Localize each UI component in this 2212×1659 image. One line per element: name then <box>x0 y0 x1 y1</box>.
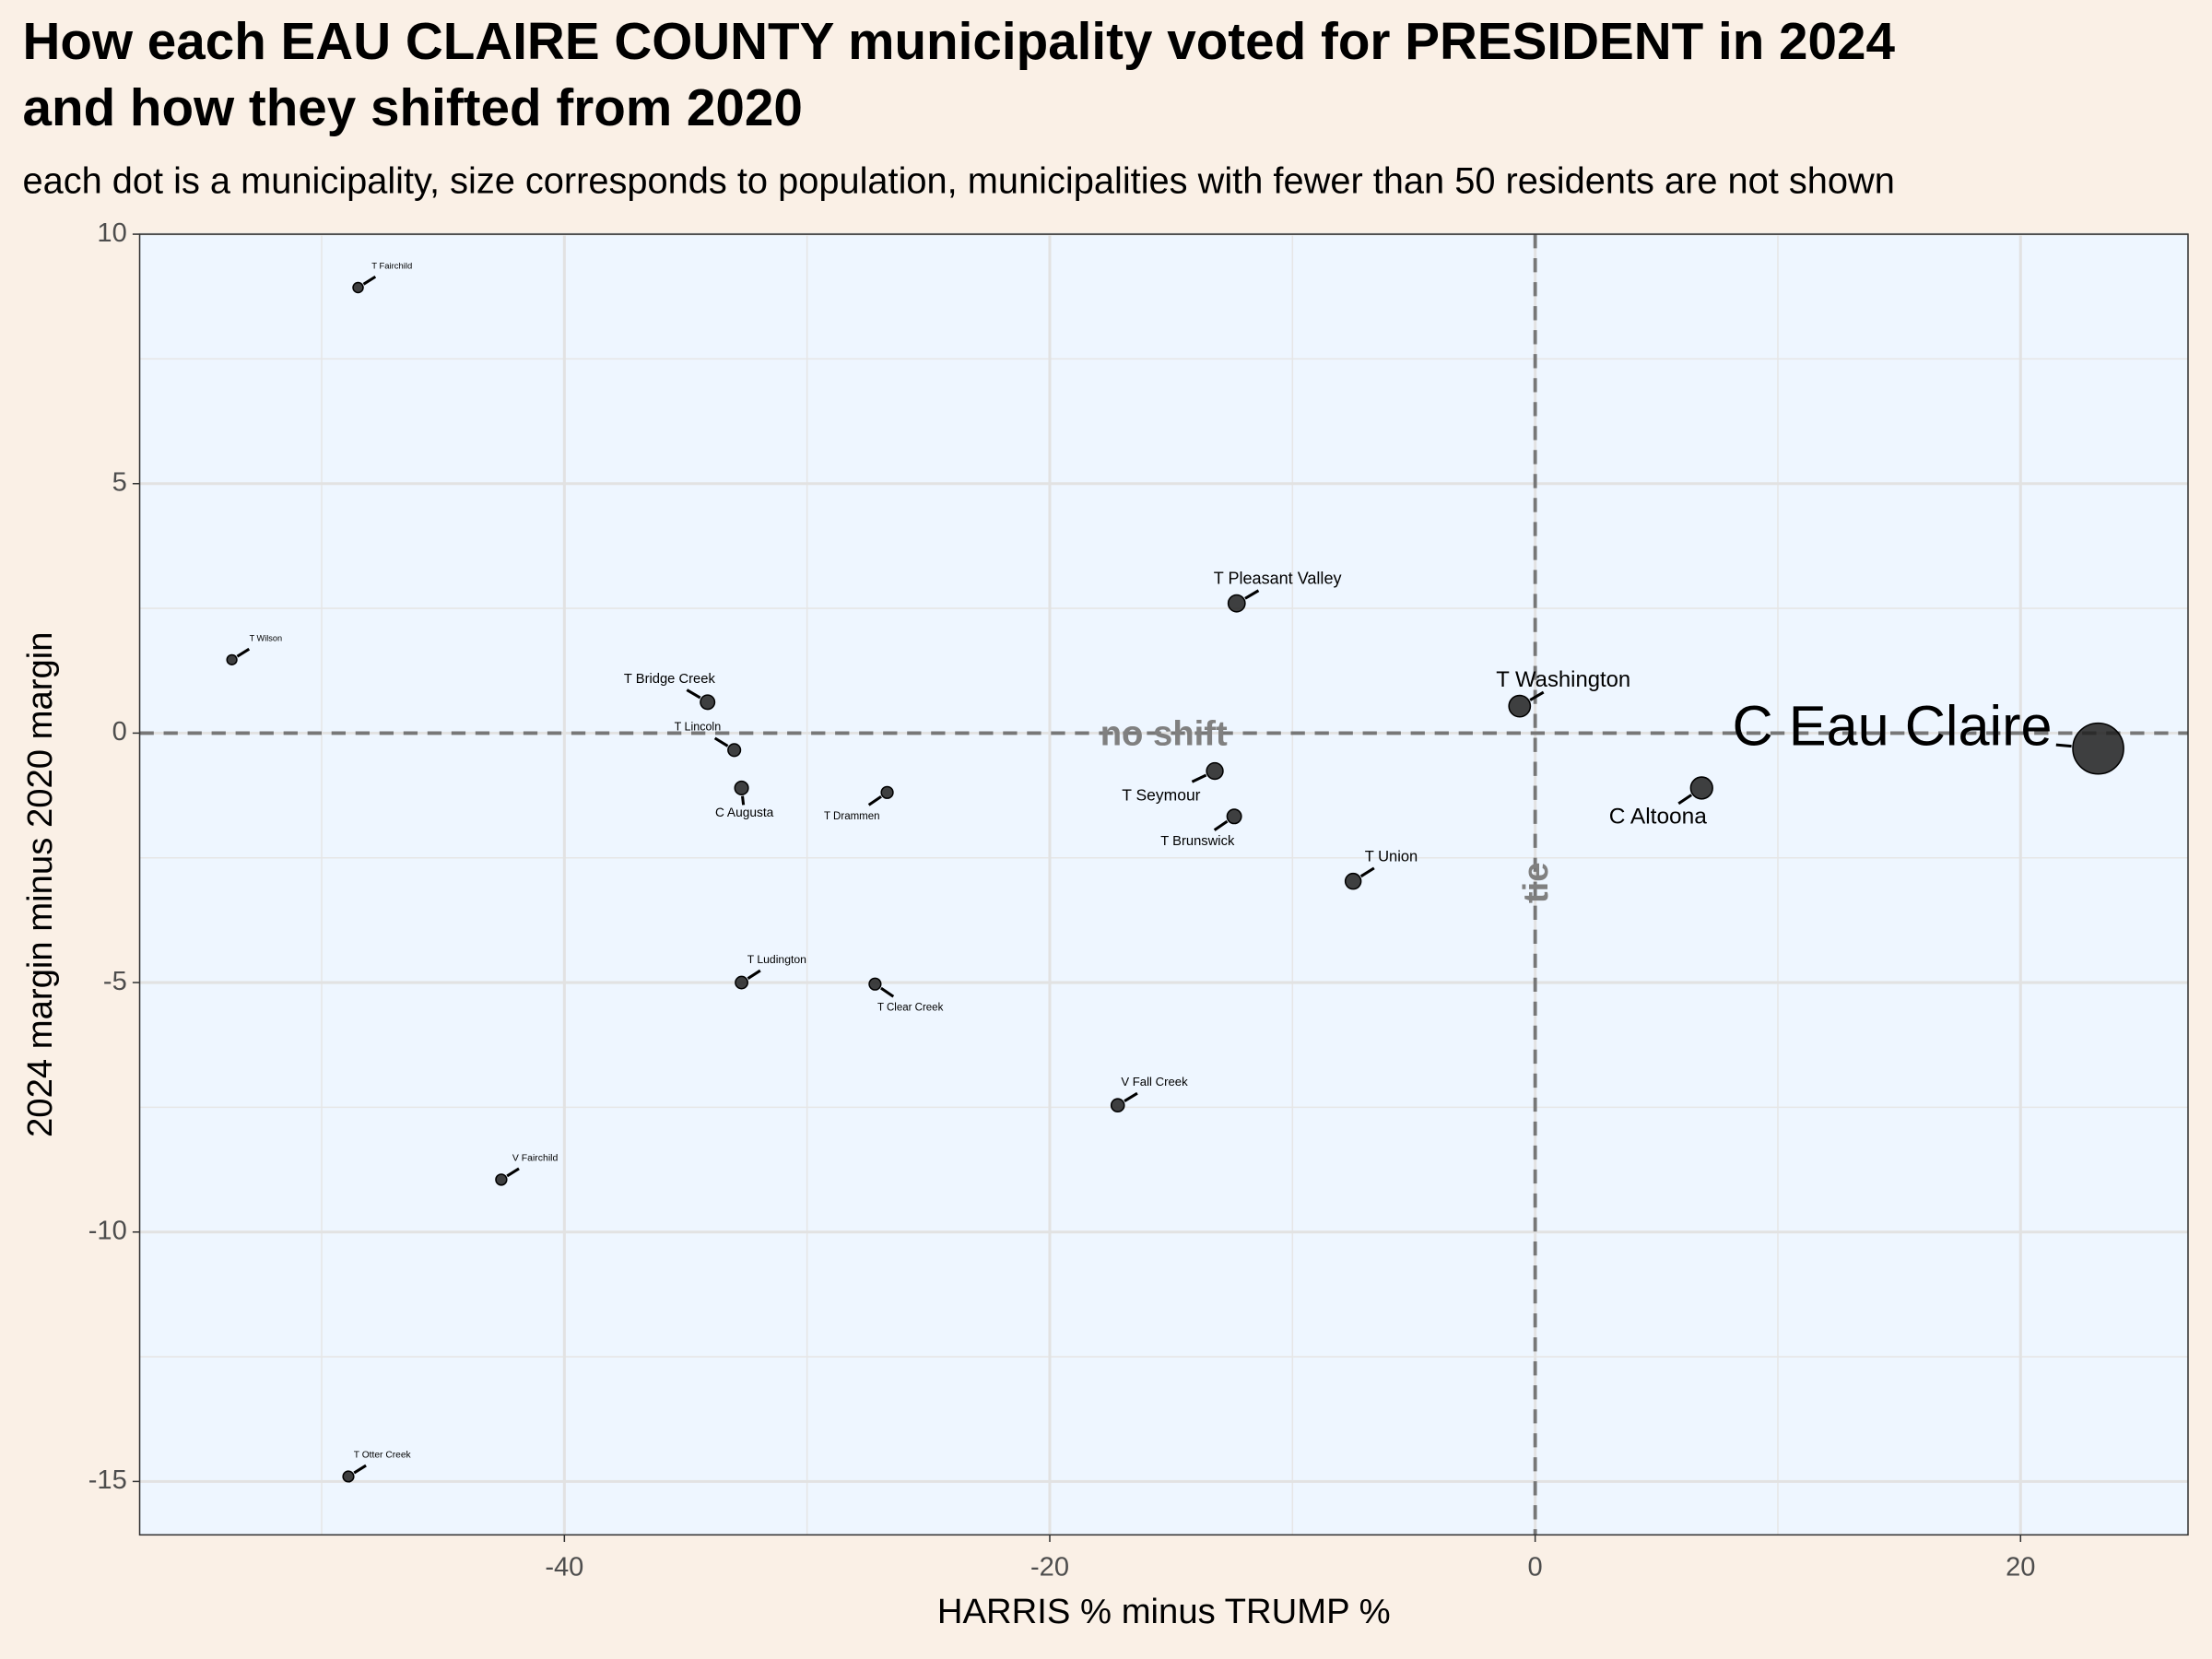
point-label: C Augusta <box>715 806 774 819</box>
leader-line <box>880 986 895 998</box>
x-axis-title: HARRIS % minus TRUMP % <box>937 1592 1391 1631</box>
point-label: T Clear Creek <box>877 1003 944 1014</box>
x-tick-label: -20 <box>1030 1553 1069 1583</box>
leader-line <box>1124 1091 1138 1103</box>
point <box>1689 776 1713 800</box>
point-label: T Drammen <box>824 811 880 822</box>
leader-line <box>353 1464 367 1475</box>
point <box>1226 808 1242 825</box>
point <box>495 1173 508 1186</box>
point-label: T Otter Creek <box>354 1451 412 1461</box>
point-label: T Wilson <box>250 633 283 642</box>
point <box>342 1470 355 1483</box>
chart-title: How each EAU CLAIRE COUNTY municipality … <box>22 13 1895 71</box>
annotation: no shift <box>1100 714 1228 754</box>
point-label: T Seymour <box>1122 786 1200 805</box>
point <box>735 975 748 990</box>
point <box>700 694 716 711</box>
point-label: T Fairchild <box>371 262 412 272</box>
point-label: V Fairchild <box>512 1154 559 1164</box>
point <box>1227 594 1246 613</box>
y-axis-title: 2024 margin minus 2020 margin <box>20 631 60 1137</box>
leader-line <box>867 794 882 806</box>
chart-subtitle: each dot is a municipality, size corresp… <box>22 160 1894 201</box>
leader-line <box>686 688 701 700</box>
point-label: T Union <box>1365 848 1418 865</box>
point-label: T Washington <box>1496 667 1630 692</box>
point-label: T Pleasant Valley <box>1214 569 1342 587</box>
leader-line <box>713 736 729 747</box>
x-tick-label: -40 <box>545 1553 583 1583</box>
y-tick-label: 5 <box>112 467 127 497</box>
leader-line <box>1677 794 1693 806</box>
panel-border <box>138 233 2189 1536</box>
y-tick-label: -5 <box>103 967 127 996</box>
point-label: C Eau Claire <box>1733 694 2053 757</box>
leader-line <box>1213 819 1229 831</box>
point-label: T Ludington <box>747 953 806 966</box>
point-label: T Lincoln <box>675 721 722 734</box>
point-label: T Brunswick <box>1160 834 1235 849</box>
point <box>734 780 749 796</box>
point <box>352 281 364 294</box>
leader-line <box>741 795 746 806</box>
point <box>1508 694 1532 718</box>
y-tick-label: 0 <box>112 717 127 747</box>
point-label: T Bridge Creek <box>624 672 716 687</box>
x-tick-label: 20 <box>2006 1553 2035 1583</box>
point <box>868 977 882 991</box>
annotation: tie <box>1516 862 1556 903</box>
x-tick-label: 0 <box>1528 1553 1543 1583</box>
leader-line <box>1529 690 1545 701</box>
leader-line <box>362 275 377 286</box>
leader-line <box>236 647 251 658</box>
point-label: C Altoona <box>1609 805 1707 830</box>
y-tick-label: -10 <box>88 1216 127 1245</box>
chart-title: and how they shifted from 2020 <box>22 79 802 137</box>
leader-line <box>1191 773 1207 783</box>
point <box>226 653 238 665</box>
leader-line <box>506 1167 520 1178</box>
leader-line <box>2055 743 2072 748</box>
leader-line <box>1359 866 1375 878</box>
y-tick-label: 10 <box>97 218 126 248</box>
point <box>1206 761 1224 781</box>
leader-line <box>747 969 761 980</box>
plot-panel <box>139 234 2188 1535</box>
point-label: V Fall Creek <box>1121 1075 1188 1088</box>
point <box>1110 1098 1125 1113</box>
point <box>880 785 894 799</box>
point <box>2072 722 2124 775</box>
y-tick-label: -15 <box>88 1465 127 1495</box>
point <box>1344 872 1362 890</box>
point <box>727 743 742 758</box>
leader-line <box>1244 589 1260 600</box>
